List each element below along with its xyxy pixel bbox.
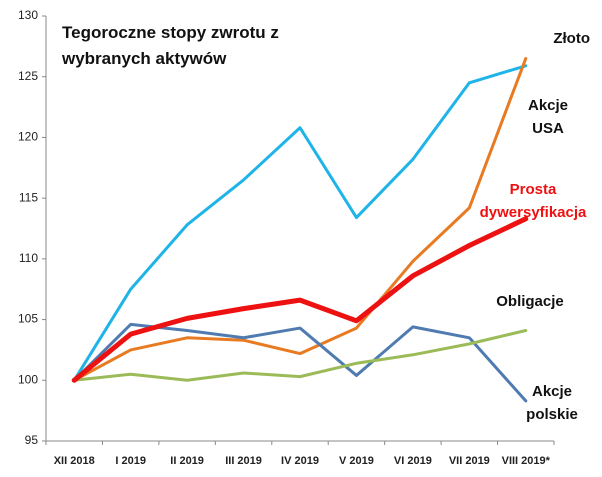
x-tick-label: III 2019 (225, 455, 262, 467)
y-tick-label: 120 (18, 130, 38, 144)
x-tick-label: IV 2019 (281, 455, 319, 467)
series-label: Złoto (553, 30, 590, 47)
x-tick-label: VIII 2019* (502, 455, 551, 467)
x-tick-label: V 2019 (339, 455, 374, 467)
x-tick-label: VII 2019 (449, 455, 490, 467)
x-tick-label: I 2019 (115, 455, 146, 467)
series-label: Prosta dywersyfikacja (479, 181, 587, 221)
x-tick-label: VI 2019 (394, 455, 432, 467)
y-tick-label: 110 (19, 251, 38, 265)
y-tick-label: 125 (18, 69, 38, 83)
x-tick-label: XII 2018 (54, 455, 95, 467)
series-line (72, 329, 528, 382)
x-tick-label: II 2019 (170, 455, 204, 467)
y-tick-label: 95 (25, 433, 39, 447)
chart-title: Tegoroczne stopy zwrotu z wybranych akty… (62, 23, 279, 68)
y-tick-label: 115 (19, 190, 38, 204)
series-label: Akcje polskie (526, 383, 578, 423)
series-line (72, 64, 528, 382)
series-line (72, 57, 528, 382)
series-label: Akcje USA (527, 97, 569, 137)
series-line (71, 216, 529, 383)
y-tick-label: 100 (18, 372, 38, 386)
series-line (72, 322, 528, 403)
y-tick-label: 105 (18, 312, 38, 326)
series-label: Obligacje (496, 293, 564, 310)
y-tick-label: 130 (18, 8, 38, 22)
